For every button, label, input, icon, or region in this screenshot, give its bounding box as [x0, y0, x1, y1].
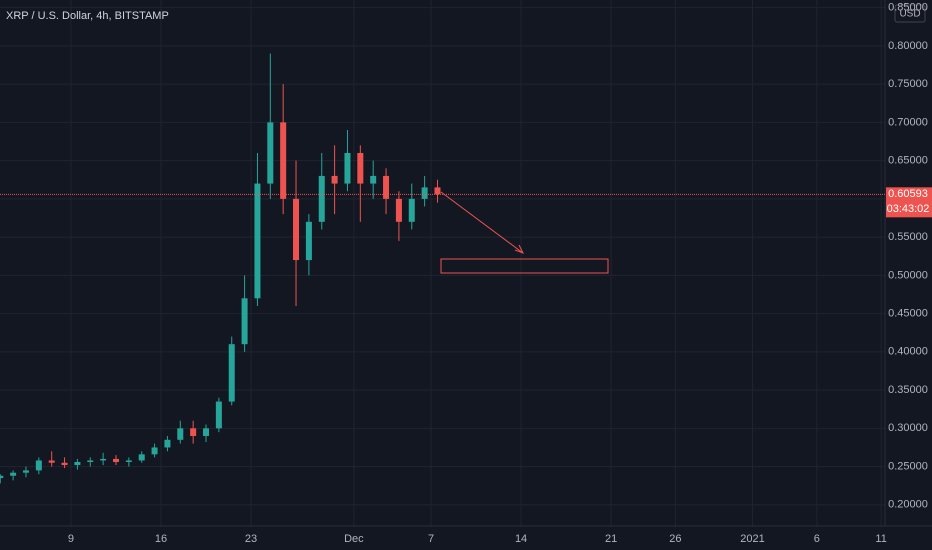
arrow-head — [514, 244, 525, 254]
y-tick-label: 0.80000 — [888, 40, 928, 52]
x-tick-label: 7 — [428, 533, 434, 545]
y-tick-label: 0.85000 — [888, 2, 928, 14]
countdown-label: 03:43:02 — [887, 203, 930, 215]
x-tick-label: 16 — [155, 533, 167, 545]
candle-body — [74, 461, 81, 466]
candle-body — [408, 198, 415, 222]
candle-body — [241, 298, 248, 345]
candle-body — [10, 472, 17, 476]
candle-body — [267, 122, 274, 184]
y-tick-label: 0.25000 — [888, 460, 928, 472]
candle-body — [305, 221, 312, 261]
y-tick-label: 0.45000 — [888, 308, 928, 320]
y-tick-label: 0.20000 — [888, 499, 928, 511]
candle-body — [48, 460, 55, 463]
candle-body — [293, 198, 300, 261]
x-tick-label: 11 — [875, 533, 886, 545]
candle-body — [125, 460, 132, 462]
arrow-drawing[interactable] — [440, 191, 524, 254]
candle-body — [0, 475, 4, 479]
candle-body — [280, 122, 287, 199]
candle-body — [151, 447, 158, 455]
x-tick-label: 6 — [814, 533, 820, 545]
candle-body — [112, 458, 119, 462]
candle-body — [215, 401, 222, 429]
y-tick-label: 0.30000 — [888, 422, 928, 434]
currency[interactable]: USD — [899, 9, 920, 20]
x-tick-label: Dec — [344, 533, 364, 545]
currency-box[interactable] — [894, 4, 926, 23]
x-tick-label: 21 — [605, 533, 617, 545]
candle-body — [357, 152, 364, 184]
candle-body — [421, 187, 428, 199]
y-tick-label: 0.50000 — [888, 269, 928, 281]
grid — [0, 0, 885, 527]
x-tick-label: 26 — [669, 533, 681, 545]
y-tick-label: 0.70000 — [888, 116, 928, 128]
candle-body — [87, 460, 94, 462]
candle-body — [190, 428, 197, 436]
chart-title: XRP / U.S. Dollar, 4h, BITSTAMP — [6, 10, 169, 22]
x-tick-label: 14 — [515, 533, 527, 545]
candle-body — [331, 175, 338, 184]
last-price-box — [886, 187, 932, 218]
y-tick-label: 0.75000 — [888, 78, 928, 90]
x-tick-label: 9 — [68, 533, 74, 545]
candle-body — [383, 175, 390, 199]
y-tick-label: 0.40000 — [888, 346, 928, 358]
candle-body — [228, 344, 235, 402]
candle-body — [318, 175, 325, 222]
candle-body — [254, 183, 261, 299]
candle-body — [344, 152, 351, 184]
y-tick-label: 0.55000 — [888, 231, 928, 243]
last-price-label: 0.60593 — [888, 188, 928, 200]
candle-body — [203, 428, 210, 436]
target-box[interactable] — [440, 258, 609, 274]
candle-body — [434, 187, 441, 195]
candle-body — [22, 470, 29, 473]
candle-body — [177, 428, 184, 440]
candle-body — [35, 460, 42, 471]
candle-body — [164, 439, 171, 448]
candle-body — [100, 458, 107, 461]
candle-body — [370, 175, 377, 184]
candle-body — [395, 198, 402, 222]
x-tick-label: 23 — [245, 533, 257, 545]
candles — [0, 53, 441, 484]
candle-body — [61, 462, 68, 466]
candle-body — [138, 454, 145, 461]
x-tick-label: 2021 — [740, 533, 764, 545]
y-tick-label: 0.35000 — [888, 384, 928, 396]
y-tick-label: 0.65000 — [888, 155, 928, 167]
